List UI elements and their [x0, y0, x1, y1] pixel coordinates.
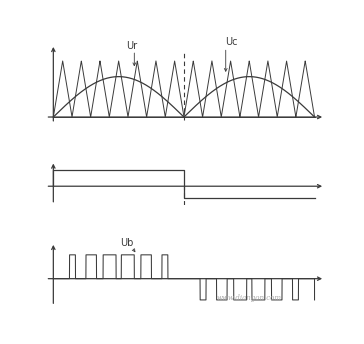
Text: Ub: Ub — [120, 238, 133, 248]
Text: www.diangon.com: www.diangon.com — [217, 294, 282, 302]
Text: Uc: Uc — [225, 37, 237, 47]
Text: Ur: Ur — [126, 41, 137, 51]
